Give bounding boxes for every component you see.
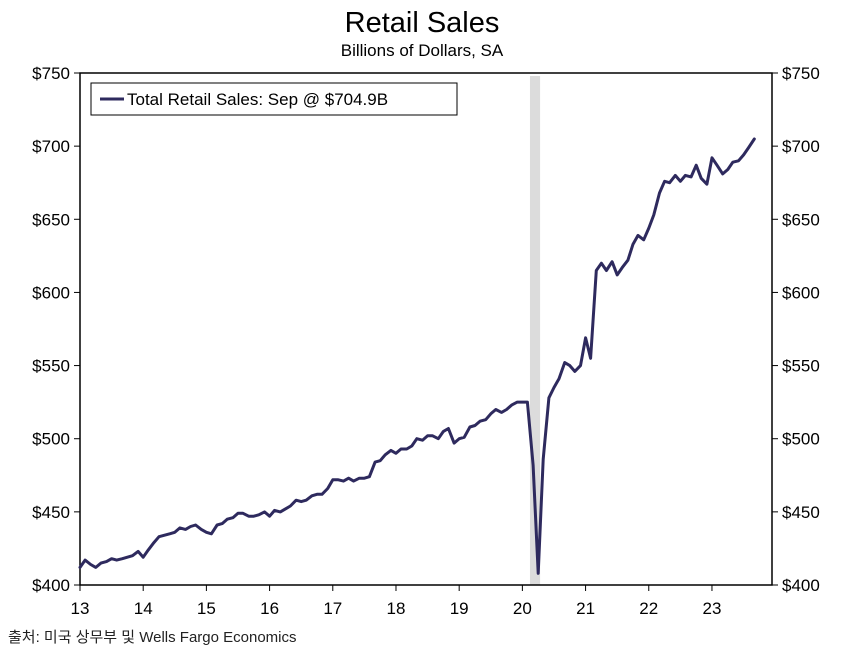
source-note: 출처: 미국 상무부 및 Wells Fargo Economics <box>8 629 297 646</box>
recession-shading <box>529 76 541 585</box>
y-tick-label-left: $750 <box>32 64 70 83</box>
y-tick-label-right: $600 <box>782 283 820 302</box>
y-tick-label-left: $500 <box>32 430 70 449</box>
legend-label: Total Retail Sales: Sep @ $704.9B <box>127 90 388 109</box>
y-tick-label-left: $550 <box>32 357 70 376</box>
x-tick-label: 18 <box>387 599 406 618</box>
x-tick-label: 20 <box>513 599 532 618</box>
x-tick-label: 23 <box>703 599 722 618</box>
plot-frame <box>79 72 773 586</box>
y-tick-label-left: $650 <box>32 210 70 229</box>
y-tick-label-left: $700 <box>32 137 70 156</box>
x-tick-label: 22 <box>639 599 658 618</box>
y-tick-label-left: $400 <box>32 576 70 595</box>
x-tick-label: 14 <box>134 599 153 618</box>
legend: Total Retail Sales: Sep @ $704.9B <box>90 82 458 116</box>
legend-box <box>90 82 458 116</box>
chart-title: Retail Sales <box>345 7 500 39</box>
x-axis: 13 14 15 16 17 18 19 20 21 22 23 <box>71 585 722 618</box>
y-axis-left: $400 $450 $500 $550 $600 $650 $700 $750 <box>32 64 80 595</box>
x-tick-label: 16 <box>260 599 279 618</box>
y-tick-label-right: $450 <box>782 503 820 522</box>
y-tick-label-left: $450 <box>32 503 70 522</box>
y-axis-right: $400 $450 $500 $550 $600 $650 $700 $750 <box>772 64 820 595</box>
y-tick-label-right: $500 <box>782 430 820 449</box>
y-tick-label-right: $400 <box>782 576 820 595</box>
x-tick-label: 15 <box>197 599 216 618</box>
y-tick-label-right: $700 <box>782 137 820 156</box>
x-tick-label: 17 <box>323 599 342 618</box>
x-tick-label: 19 <box>450 599 469 618</box>
series-line-total-retail-sales <box>78 137 756 575</box>
x-tick-label: 13 <box>71 599 90 618</box>
y-tick-label-right: $550 <box>782 357 820 376</box>
y-tick-label-right: $650 <box>782 210 820 229</box>
chart-subtitle: Billions of Dollars, SA <box>341 41 504 60</box>
x-tick-label: 21 <box>576 599 595 618</box>
y-tick-label-left: $600 <box>32 283 70 302</box>
y-tick-label-right: $750 <box>782 64 820 83</box>
